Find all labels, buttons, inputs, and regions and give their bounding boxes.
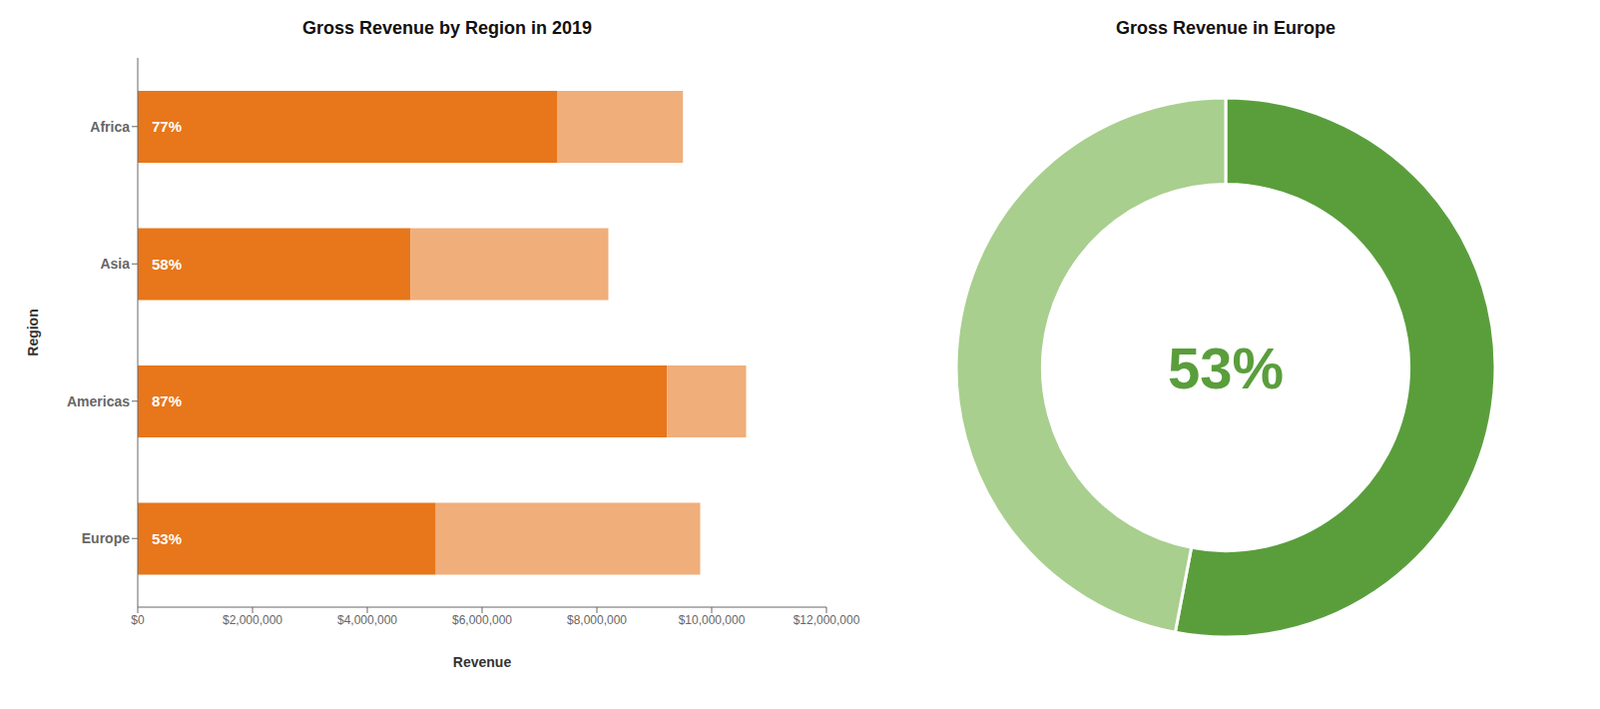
svg-text:Africa: Africa	[89, 118, 130, 135]
svg-text:87%: 87%	[151, 392, 182, 410]
html-text:53%: 53%	[1167, 334, 1284, 400]
svg-text:Region: Region	[24, 308, 41, 356]
svg-text:$10,000,000: $10,000,000	[678, 612, 746, 627]
html-text:Gross Revenue in Europe: Gross Revenue in Europe	[1115, 17, 1336, 38]
svg-text:Americas: Americas	[66, 393, 130, 410]
svg-text:$2,000,000: $2,000,000	[222, 612, 283, 627]
svg-text:$4,000,000: $4,000,000	[337, 612, 398, 627]
svg-text:$6,000,000: $6,000,000	[452, 612, 513, 627]
svg-text:53%: 53%	[151, 530, 182, 547]
svg-text:$12,000,000: $12,000,000	[793, 612, 861, 627]
svg-text:$0: $0	[130, 612, 145, 627]
svg-text:58%: 58%	[151, 255, 182, 273]
svg-text:77%: 77%	[151, 117, 182, 135]
html-text:Gross Revenue by Region in 201: Gross Revenue by Region in 2019	[302, 17, 592, 38]
svg-text:Asia: Asia	[99, 255, 130, 272]
svg-text:Europe: Europe	[81, 530, 130, 546]
svg-text:Revenue: Revenue	[453, 653, 513, 670]
svg-text:$8,000,000: $8,000,000	[566, 612, 627, 627]
